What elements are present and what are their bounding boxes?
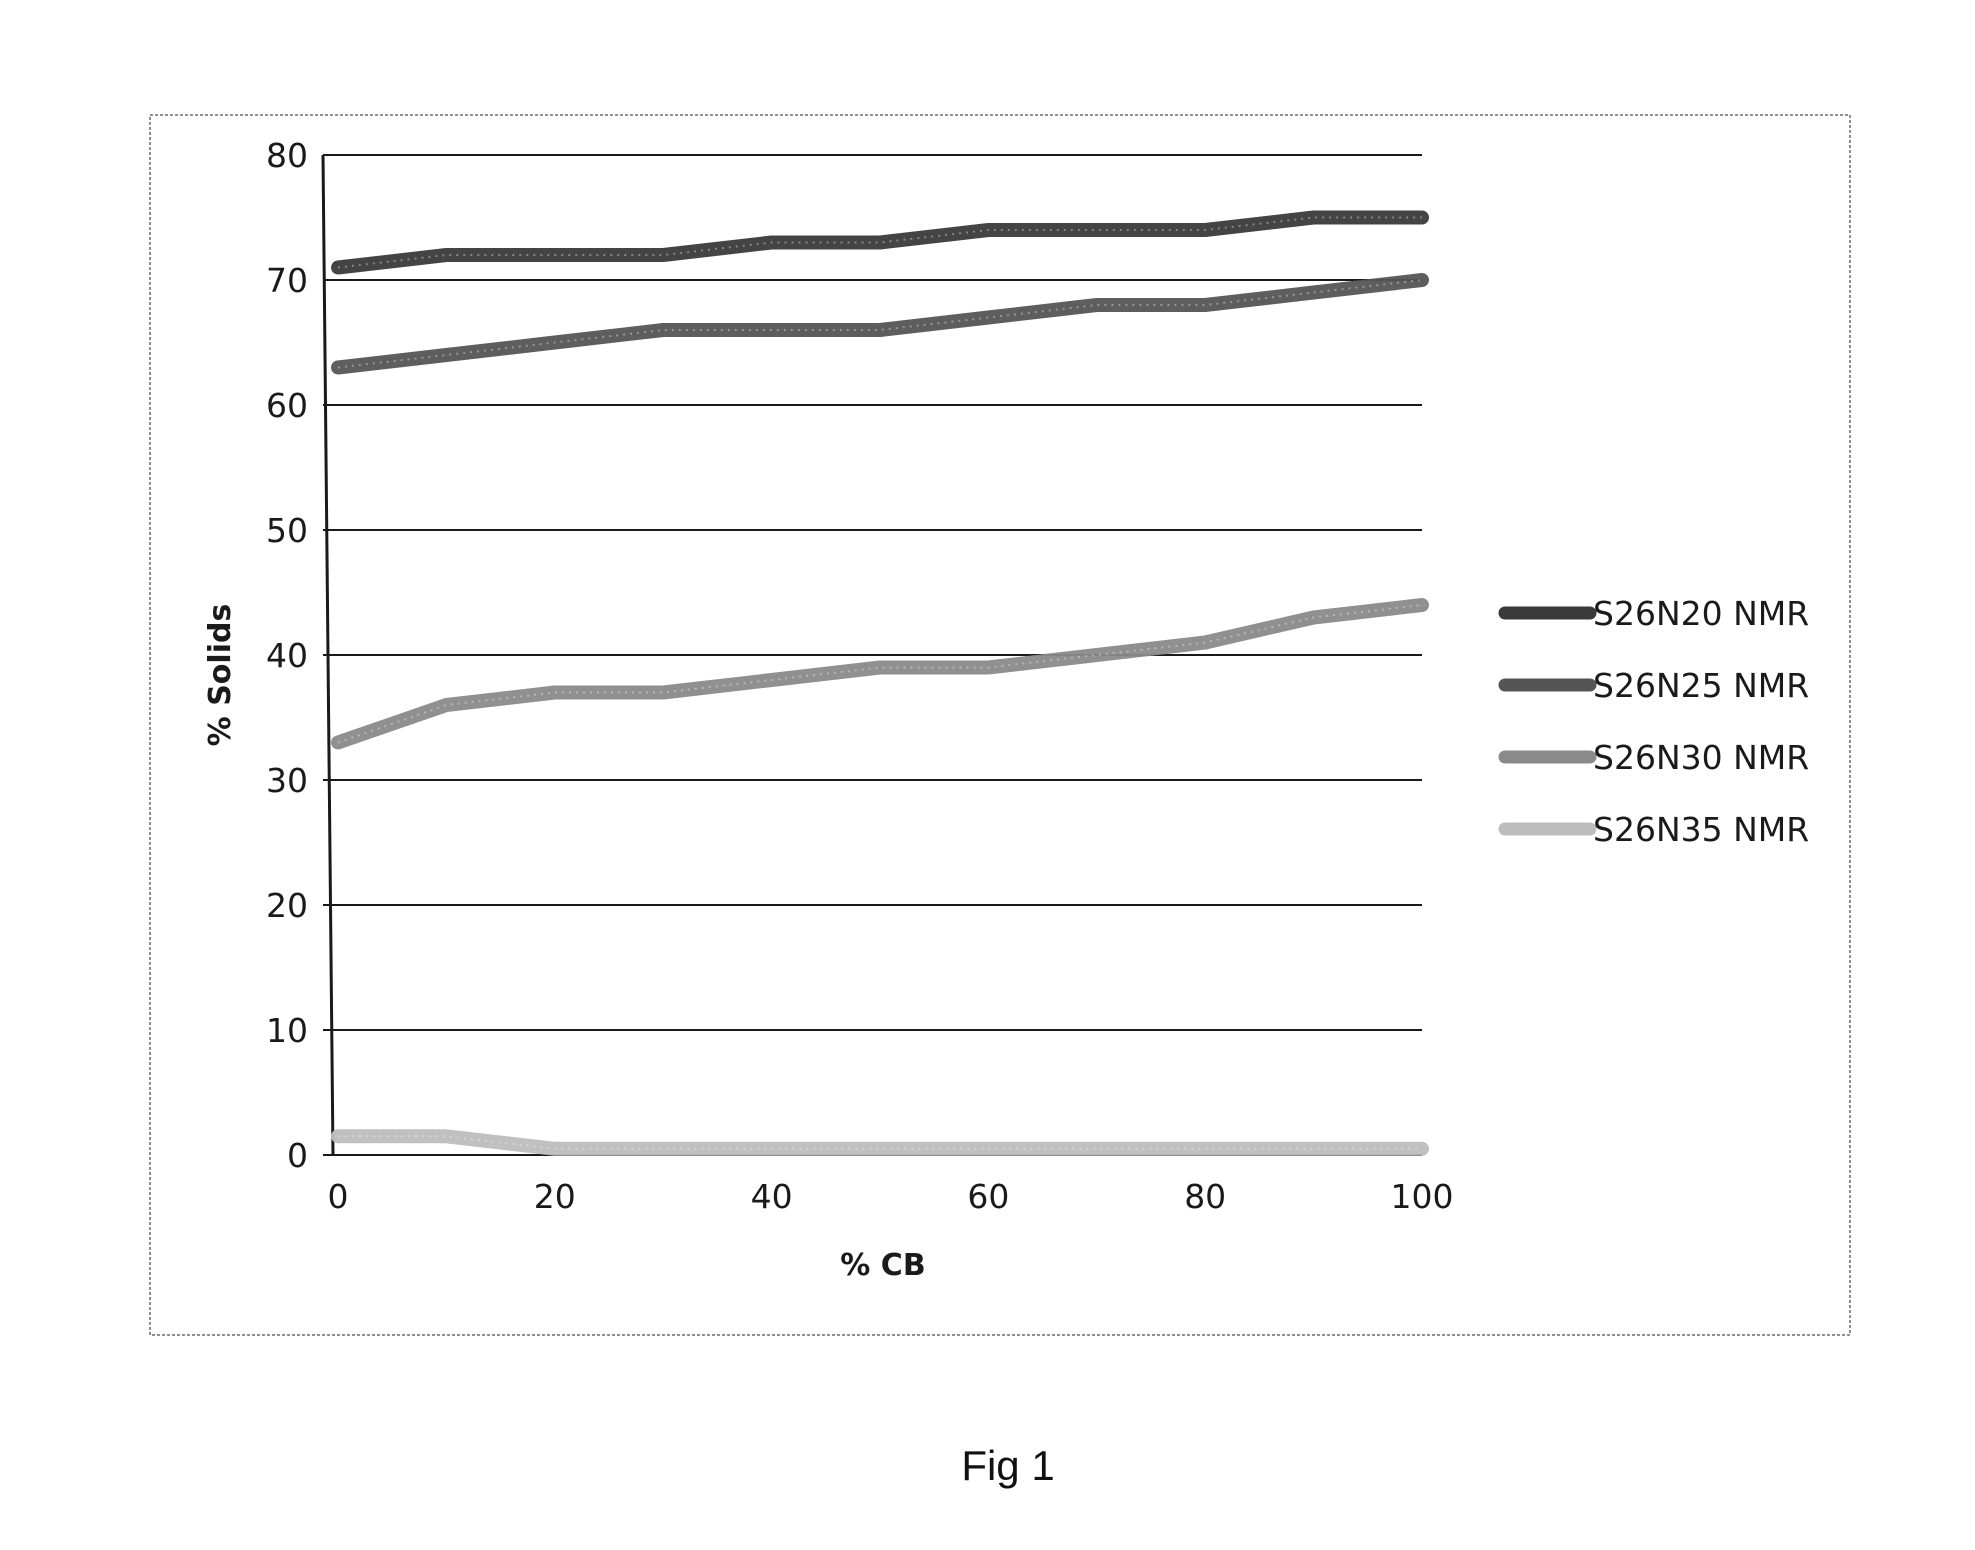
y-tick-label-70: 70 xyxy=(266,261,308,300)
x-axis-title: % CB xyxy=(840,1248,925,1283)
x-tick-label-80: 80 xyxy=(1184,1177,1226,1216)
series-line-4 xyxy=(331,1129,1429,1156)
x-tick-label-40: 40 xyxy=(751,1177,793,1216)
y-axis-line xyxy=(321,154,335,1156)
legend: S26N20 NMR S26N25 NMR S26N30 NMR S26N35 NMR xyxy=(1498,594,1809,849)
y-tick-label-10: 10 xyxy=(266,1011,308,1050)
series-line-2 xyxy=(331,273,1429,375)
y-tick-label-20: 20 xyxy=(266,886,308,925)
y-axis-title: % Solids xyxy=(203,604,238,747)
tick-labels: 0 10 20 30 40 50 60 70 80 0 20 40 60 80 100 xyxy=(266,136,1454,1216)
series-lines xyxy=(331,210,1429,1156)
y-tick-label-50: 50 xyxy=(266,511,308,550)
chart-frame xyxy=(149,114,1851,1336)
axes xyxy=(321,154,335,1156)
legend-label-4: S26N35 NMR xyxy=(1593,810,1809,849)
series-line-3 xyxy=(331,598,1429,750)
legend-label-1: S26N20 NMR xyxy=(1593,594,1809,633)
y-tick-label-30: 30 xyxy=(266,761,308,800)
y-tick-label-60: 60 xyxy=(266,386,308,425)
y-tick-label-0: 0 xyxy=(287,1136,308,1175)
x-tick-label-100: 100 xyxy=(1391,1177,1454,1216)
x-tick-label-60: 60 xyxy=(967,1177,1009,1216)
legend-label-3: S26N30 NMR xyxy=(1593,738,1809,777)
series-line-1 xyxy=(331,210,1429,275)
series-line-texture-4 xyxy=(338,1135,1422,1150)
y-tick-label-80: 80 xyxy=(266,136,308,175)
y-tick-label-40: 40 xyxy=(266,636,308,675)
figure-caption: Fig 1 xyxy=(961,1442,1054,1489)
x-tick-label-0: 0 xyxy=(328,1177,349,1216)
legend-label-2: S26N25 NMR xyxy=(1593,666,1809,705)
x-tick-label-20: 20 xyxy=(534,1177,576,1216)
